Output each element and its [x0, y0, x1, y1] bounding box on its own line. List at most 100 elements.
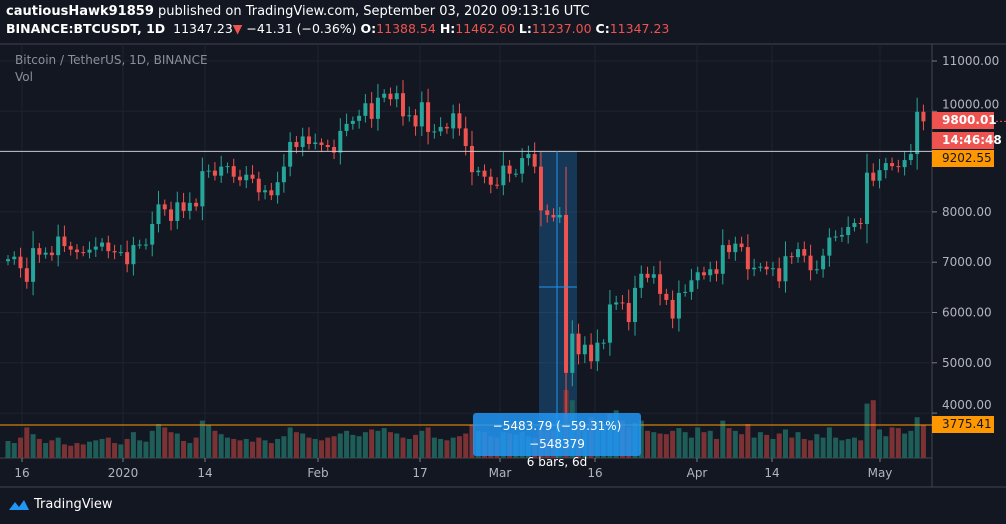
y-tick-label: 8000.00	[942, 205, 992, 219]
candle-body	[683, 291, 688, 293]
volume-bar	[406, 438, 412, 458]
volume-bar	[745, 424, 751, 458]
volume-bar	[438, 438, 444, 458]
volume-legend[interactable]: Vol	[15, 70, 33, 84]
candle-body	[620, 302, 625, 304]
candle-body	[469, 146, 474, 173]
candle-body	[814, 269, 819, 271]
volume-bar	[908, 430, 914, 458]
tradingview-logo[interactable]: TradingView	[8, 497, 113, 512]
candle-body	[495, 184, 500, 186]
candle-body	[570, 333, 575, 373]
candle-body	[488, 176, 493, 185]
candle-body	[633, 287, 637, 323]
y-tick-label: 7000.00	[942, 255, 992, 269]
candle-body	[676, 292, 681, 319]
candle-body	[31, 248, 36, 282]
x-tick-label: 17	[412, 466, 427, 480]
candle-body	[137, 244, 142, 246]
candle-body	[752, 267, 757, 270]
volume-bar	[87, 441, 93, 458]
volume-bar	[670, 430, 676, 458]
volume-bar	[833, 437, 839, 458]
volume-bar	[256, 437, 262, 458]
candle-body	[802, 249, 807, 256]
volume-bar	[820, 437, 826, 458]
candle-body	[369, 103, 374, 119]
volume-bar	[870, 400, 876, 458]
series-legend[interactable]: Bitcoin / TetherUS, 1D, BINANCE	[15, 53, 208, 67]
volume-bar	[337, 433, 343, 458]
last-price-label: 9800.01	[932, 112, 997, 129]
username[interactable]: cautiousHawk91859	[6, 4, 154, 19]
volume-bar	[275, 438, 281, 458]
symbol: BINANCE:BTCUSDT, 1D	[6, 21, 166, 36]
volume-bar	[764, 434, 770, 458]
x-tick-label: 14	[764, 466, 779, 480]
candle-body	[93, 246, 98, 250]
volume-bar	[143, 441, 149, 458]
close-label: C:	[595, 21, 610, 36]
candle-body	[118, 252, 123, 254]
volume-bar	[80, 444, 86, 458]
candle-body	[112, 251, 117, 253]
candle-body	[614, 302, 619, 305]
volume-bar	[130, 432, 136, 458]
candle-body	[645, 273, 650, 278]
candle-body	[413, 115, 418, 127]
candle-body	[783, 256, 788, 282]
candle-body	[181, 202, 186, 211]
candle-body	[564, 214, 569, 373]
low-value: 11237.00	[531, 21, 592, 36]
candle-body	[451, 113, 456, 129]
volume-bar	[300, 433, 306, 458]
candle-body	[263, 190, 268, 193]
candle-body	[194, 202, 199, 207]
volume-bar	[425, 427, 431, 458]
volume-bar	[387, 432, 393, 458]
candle-body	[338, 130, 343, 153]
candle-body	[175, 202, 180, 221]
volume-bar	[814, 434, 820, 458]
candle-body	[658, 274, 663, 294]
candle-body	[745, 247, 750, 270]
volume-bar	[344, 430, 350, 458]
volume-bar	[331, 436, 337, 458]
x-tick-label: 2020	[108, 466, 139, 480]
last-price: 11347.23	[173, 21, 233, 36]
volume-bar	[808, 440, 814, 458]
publish-info: cautiousHawk91859 published on TradingVi…	[6, 4, 590, 19]
volume-bar	[93, 440, 99, 458]
candle-body	[821, 255, 826, 270]
candle-body	[444, 126, 449, 129]
candle-body	[382, 93, 387, 98]
volume-bar	[187, 443, 193, 458]
volume-bar	[720, 420, 726, 458]
volume-bar	[350, 434, 356, 458]
volume-bar	[68, 445, 74, 458]
candle-body	[513, 173, 518, 175]
candle-body	[827, 237, 832, 256]
volume-bar	[695, 427, 701, 458]
candle-body	[777, 268, 782, 282]
volume-bar	[920, 425, 926, 458]
candle-body	[701, 272, 706, 276]
candle-body	[131, 245, 136, 265]
candle-body	[350, 120, 355, 124]
candle-body	[294, 141, 299, 148]
volume-bar	[11, 443, 17, 458]
candle-body	[150, 223, 155, 245]
candle-body	[187, 202, 192, 211]
candle-body	[770, 268, 775, 270]
hline-lower-label: 3775.41	[932, 416, 994, 433]
candle-body	[538, 166, 543, 211]
candle-body	[12, 256, 17, 260]
candle-body	[601, 342, 606, 344]
y-tick-label: 5000.00	[942, 356, 992, 370]
candle-body	[344, 123, 349, 131]
volume-bar	[49, 440, 55, 458]
volume-bar	[651, 432, 657, 458]
x-tick-label: Mar	[489, 466, 512, 480]
volume-bar	[268, 443, 274, 458]
volume-bar	[845, 438, 851, 458]
